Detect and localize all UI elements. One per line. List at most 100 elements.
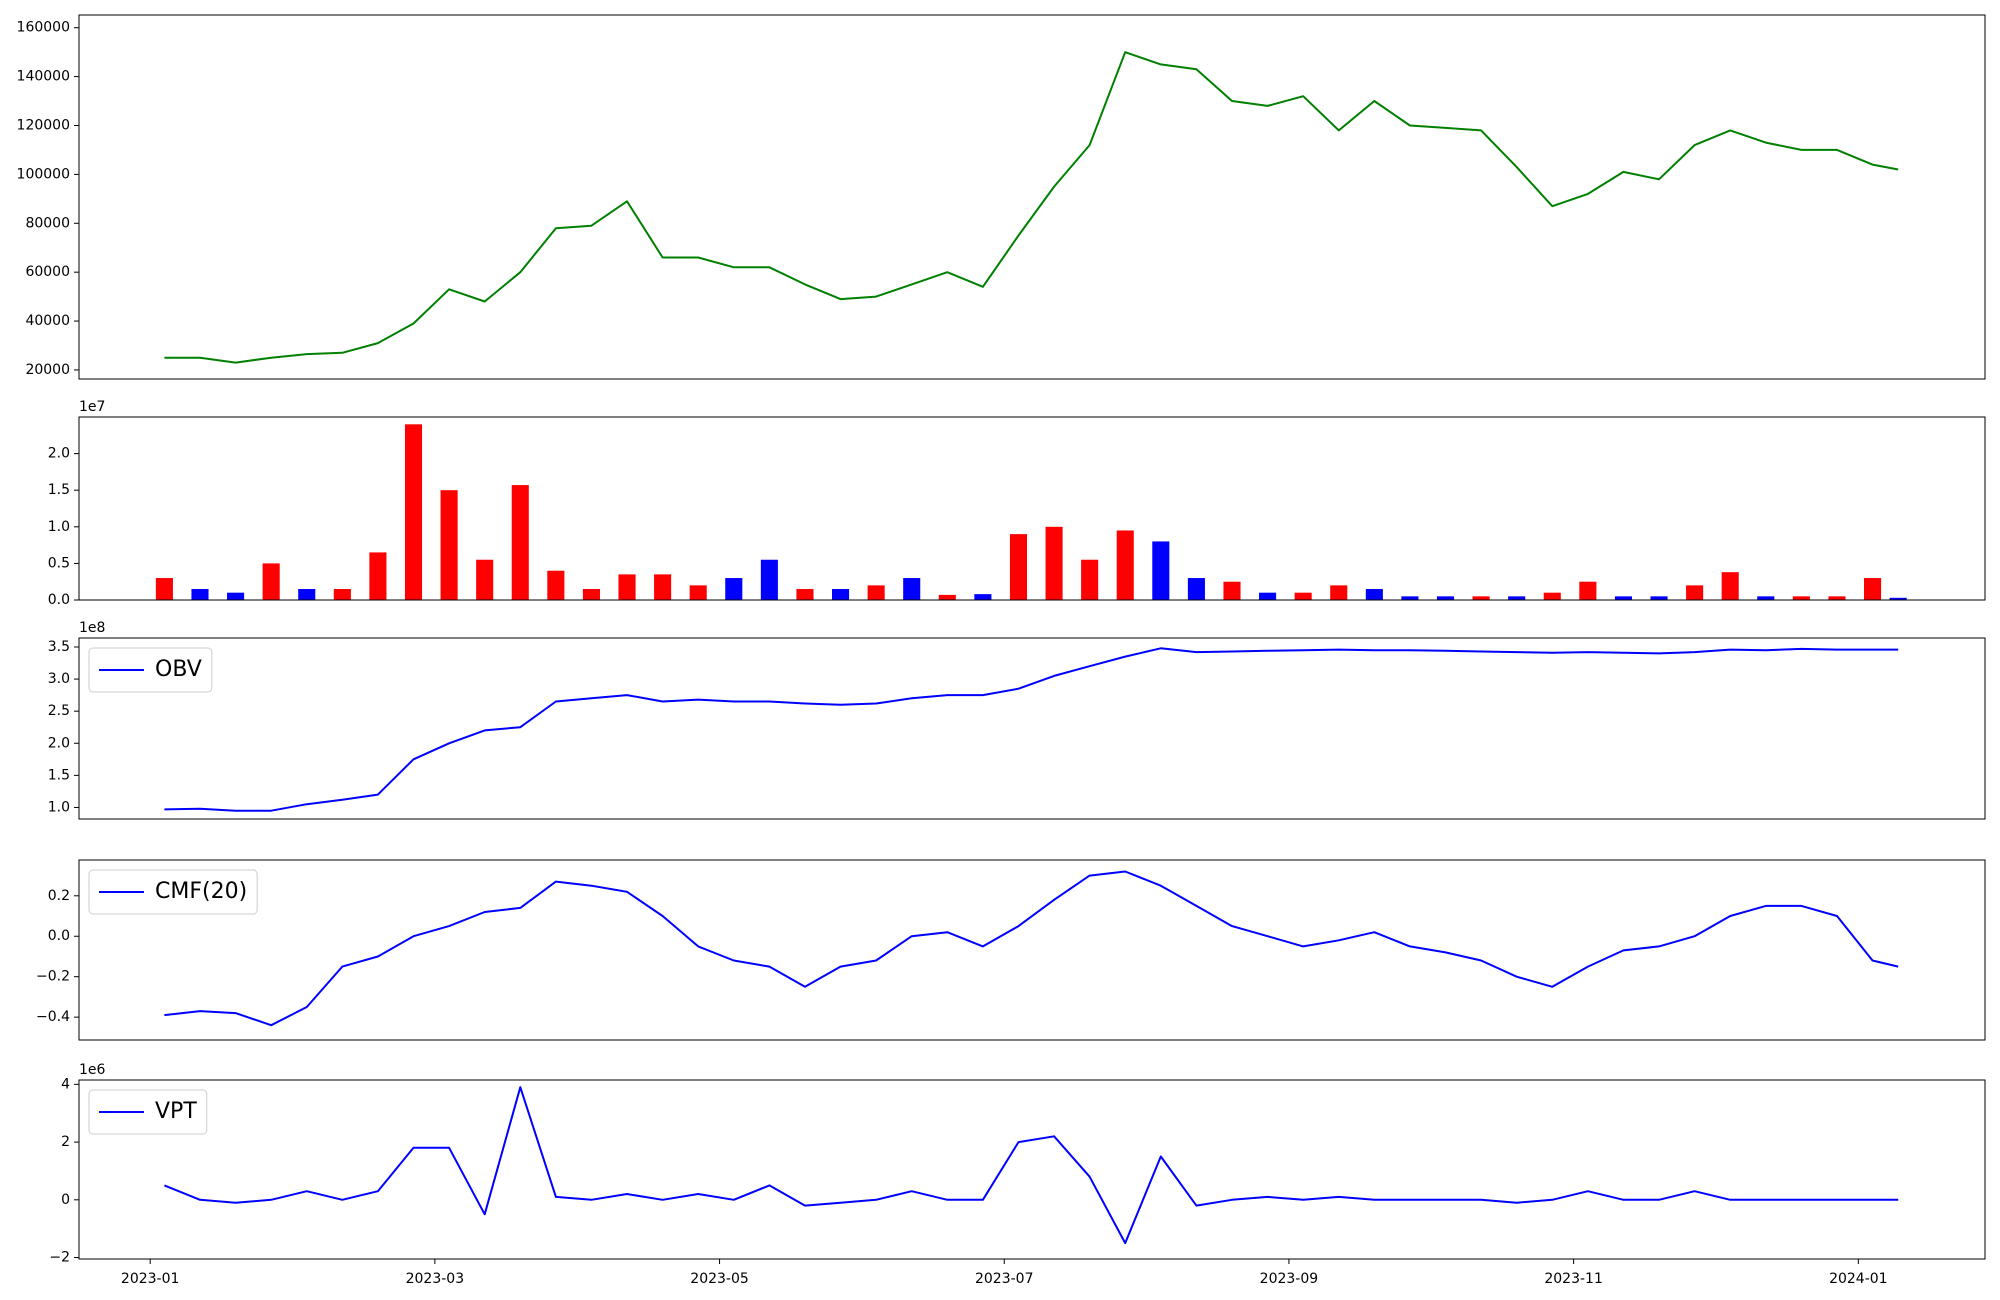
bar — [1579, 581, 1597, 600]
bar — [511, 485, 529, 600]
bar — [1223, 581, 1241, 600]
y-tick-label: 0.5 — [48, 555, 70, 571]
axis-offset-label: 1e8 — [79, 620, 105, 636]
bar — [1889, 597, 1907, 600]
bar — [654, 574, 672, 600]
bar — [191, 589, 209, 600]
bar — [369, 552, 387, 600]
axes-frame — [78, 1079, 1986, 1260]
line — [164, 1086, 1899, 1245]
y-tick-label: 2.0 — [48, 446, 70, 462]
y-tick-label: 80000 — [25, 215, 70, 231]
axes-frame — [78, 637, 1986, 820]
bar — [725, 578, 743, 600]
y-tick-label: 120000 — [17, 117, 70, 133]
bar — [760, 559, 778, 600]
legend-label: OBV — [155, 657, 202, 682]
bar — [1187, 578, 1205, 600]
legend-label: CMF(20) — [155, 879, 247, 904]
bar — [974, 594, 992, 600]
bar — [1792, 596, 1810, 600]
bar — [1828, 596, 1846, 600]
bar — [1294, 592, 1312, 600]
y-tick-label: 100000 — [17, 166, 70, 182]
x-tick-label: 2023-07 — [975, 1271, 1034, 1287]
bar — [476, 559, 494, 600]
bar — [582, 589, 600, 600]
line — [164, 647, 1899, 812]
y-tick-label: 160000 — [17, 20, 70, 36]
y-tick-label: −0.4 — [36, 1009, 70, 1025]
bar — [547, 570, 565, 600]
bar — [298, 589, 316, 600]
bar — [1614, 596, 1632, 600]
y-tick-label: −0.2 — [36, 969, 70, 985]
bar — [1365, 589, 1383, 600]
y-tick-label: 3.5 — [48, 639, 70, 655]
bar — [404, 424, 423, 600]
y-tick-label: 2 — [61, 1134, 70, 1150]
x-tick-label: 2023-11 — [1544, 1271, 1603, 1287]
bar — [618, 574, 636, 600]
legend-box — [88, 1089, 208, 1135]
bar — [1009, 534, 1028, 600]
x-tick-label: 2023-03 — [406, 1271, 465, 1287]
bar — [796, 589, 814, 600]
axis-offset-label: 1e6 — [79, 1062, 106, 1078]
bar — [440, 490, 458, 600]
bar — [227, 592, 245, 600]
bar — [1721, 572, 1739, 600]
bar — [903, 578, 921, 600]
bar — [262, 563, 280, 600]
bar — [1045, 526, 1063, 600]
legend-box — [88, 869, 258, 915]
y-tick-label: 4 — [61, 1076, 70, 1092]
y-tick-label: 40000 — [25, 313, 70, 329]
line — [164, 51, 1899, 364]
bar — [1259, 592, 1277, 600]
y-tick-label: 0.0 — [48, 928, 70, 944]
y-tick-label: 0 — [61, 1192, 70, 1208]
bar — [1757, 596, 1775, 600]
y-tick-label: 20000 — [25, 362, 70, 378]
bar — [1152, 541, 1170, 600]
legend-label: VPT — [155, 1099, 197, 1124]
y-tick-label: −2 — [49, 1250, 70, 1266]
y-tick-label: 2.5 — [48, 703, 70, 719]
bar — [1472, 596, 1490, 600]
bar — [1686, 585, 1704, 600]
bar — [689, 585, 707, 600]
y-tick-label: 3.0 — [48, 671, 70, 687]
y-tick-label: 1.0 — [48, 519, 70, 535]
y-tick-label: 60000 — [25, 264, 70, 280]
bar — [1401, 596, 1419, 600]
axes-frame — [78, 14, 1986, 380]
x-tick-label: 2023-09 — [1260, 1271, 1319, 1287]
y-tick-label: 2.0 — [48, 735, 70, 751]
line — [164, 870, 1899, 1027]
axes-frame — [78, 416, 1986, 601]
y-tick-label: 0.2 — [48, 888, 70, 904]
bar — [333, 589, 351, 600]
bar — [1650, 596, 1668, 600]
bar — [1508, 596, 1526, 600]
bar — [832, 589, 850, 600]
y-tick-label: 0.0 — [48, 592, 70, 608]
y-tick-label: 1.5 — [48, 767, 70, 783]
axis-offset-label: 1e7 — [79, 399, 105, 415]
bar — [1081, 559, 1099, 600]
legend-box — [88, 647, 213, 693]
x-tick-label: 2024-01 — [1829, 1271, 1888, 1287]
axes-frame — [78, 859, 1986, 1041]
bar — [938, 594, 956, 600]
bar — [1436, 596, 1455, 600]
bar — [1864, 578, 1882, 600]
bar — [1543, 592, 1561, 600]
y-tick-label: 1.5 — [48, 482, 70, 498]
bar — [155, 578, 173, 600]
bar — [1330, 585, 1348, 600]
y-tick-label: 1.0 — [48, 799, 70, 815]
y-tick-label: 140000 — [17, 69, 70, 85]
bar — [1116, 530, 1134, 600]
